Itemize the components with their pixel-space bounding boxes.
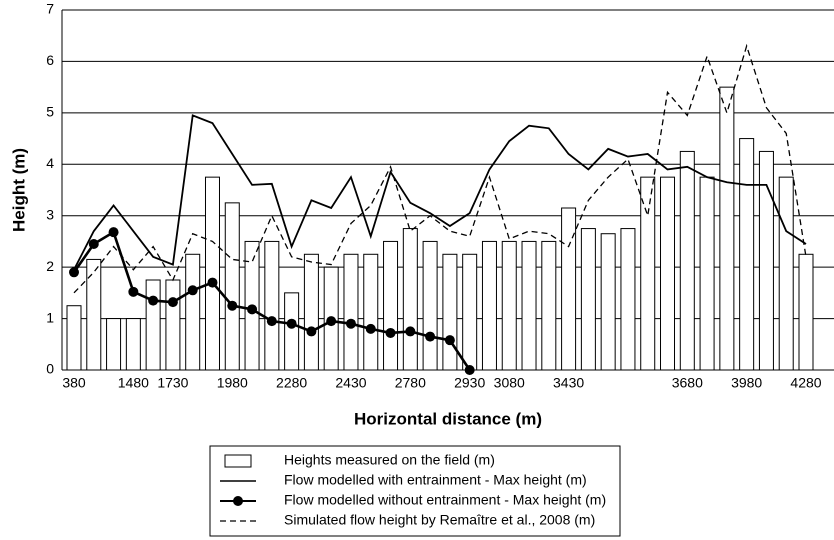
dot xyxy=(266,316,277,327)
bar xyxy=(481,240,497,371)
bar xyxy=(640,176,656,371)
bar xyxy=(719,86,735,371)
x-tick-label: 3680 xyxy=(672,375,703,391)
bar xyxy=(224,202,240,371)
bar xyxy=(561,207,577,371)
bar xyxy=(600,233,616,371)
legend-label: Heights measured on the field (m) xyxy=(284,452,495,468)
legend-box xyxy=(209,445,621,537)
x-tick-label: 3980 xyxy=(731,375,762,391)
bar xyxy=(521,240,537,371)
legend-swatch xyxy=(233,496,243,506)
bar xyxy=(422,240,438,371)
dot xyxy=(167,297,178,308)
bar xyxy=(778,176,794,371)
dot xyxy=(405,326,416,337)
bar xyxy=(501,240,517,371)
bar xyxy=(145,279,161,371)
bar xyxy=(66,305,82,371)
bar xyxy=(204,176,220,371)
y-tick-label: 7 xyxy=(46,1,54,17)
dot xyxy=(227,300,238,311)
dot xyxy=(345,318,356,329)
dot xyxy=(187,285,198,296)
bar xyxy=(363,253,379,371)
y-tick-label: 1 xyxy=(46,309,54,325)
x-tick-label: 1480 xyxy=(118,375,149,391)
dot xyxy=(286,318,297,329)
dot xyxy=(108,227,119,238)
bar xyxy=(580,228,596,371)
x-tick-label: 2780 xyxy=(395,375,426,391)
bar xyxy=(620,228,636,371)
bar xyxy=(343,253,359,371)
legend-label: Flow modelled without entrainment - Max … xyxy=(284,492,606,508)
x-tick-label: 3080 xyxy=(494,375,525,391)
y-tick-label: 2 xyxy=(46,258,54,274)
bar xyxy=(442,253,458,371)
y-tick-label: 4 xyxy=(46,155,54,171)
dot xyxy=(326,316,337,327)
x-tick-label: 1730 xyxy=(157,375,188,391)
dashed-line xyxy=(73,43,807,294)
bar xyxy=(86,258,102,371)
dot xyxy=(425,331,436,342)
dot xyxy=(69,267,79,278)
bar xyxy=(739,138,755,371)
x-tick-label: 2430 xyxy=(335,375,366,391)
y-tick-label: 0 xyxy=(46,361,54,377)
legend-swatch xyxy=(224,454,252,468)
bar xyxy=(106,318,122,371)
x-axis-label: Horizontal distance (m) xyxy=(354,409,542,428)
x-tick-label: 380 xyxy=(62,375,86,391)
x-tick-label: 4280 xyxy=(790,375,821,391)
x-tick-label: 1980 xyxy=(217,375,248,391)
dot xyxy=(365,323,376,334)
dot xyxy=(247,304,258,315)
dot xyxy=(88,239,99,249)
y-tick-label: 5 xyxy=(46,104,54,120)
bar xyxy=(303,253,319,371)
dot xyxy=(148,295,159,306)
line xyxy=(73,114,807,271)
dot xyxy=(385,327,396,338)
bar xyxy=(125,318,141,371)
bar xyxy=(402,228,418,371)
bar xyxy=(462,253,478,371)
legend-label: Simulated flow height by Remaître et al.… xyxy=(284,512,595,528)
dot xyxy=(128,286,139,297)
dot xyxy=(306,326,317,337)
x-tick-label: 2930 xyxy=(454,375,485,391)
bar xyxy=(383,240,399,371)
bar xyxy=(185,253,201,371)
bar xyxy=(264,240,280,371)
bar xyxy=(165,279,181,371)
dot xyxy=(207,277,218,288)
y-tick-label: 6 xyxy=(46,52,54,68)
x-tick-label: 2280 xyxy=(276,375,307,391)
bar xyxy=(284,292,300,371)
bar xyxy=(798,253,814,371)
y-tick-label: 3 xyxy=(46,206,54,222)
bar xyxy=(541,240,557,371)
bar xyxy=(699,176,715,371)
dot xyxy=(444,335,455,346)
legend-label: Flow modelled with entrainment - Max hei… xyxy=(284,472,587,488)
y-axis-label: Height (m) xyxy=(9,148,28,232)
x-tick-label: 3430 xyxy=(553,375,584,391)
bar xyxy=(679,150,695,371)
bar xyxy=(660,176,676,371)
